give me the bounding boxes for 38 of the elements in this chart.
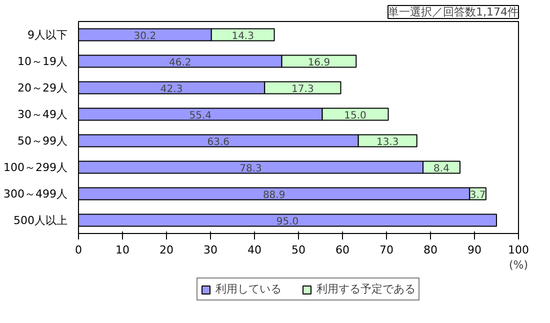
data-label: 55.4 xyxy=(189,110,212,122)
x-tick-label: 50 xyxy=(292,244,306,256)
x-tick-label: 40 xyxy=(248,244,262,256)
bar xyxy=(78,214,497,227)
data-label: 88.9 xyxy=(262,190,286,201)
y-tick-label: 30～49人 xyxy=(18,108,68,121)
y-tick-label: 20～29人 xyxy=(18,81,68,94)
x-axis-title: (%) xyxy=(508,258,528,272)
data-label: 42.3 xyxy=(160,84,183,95)
data-label: 13.3 xyxy=(376,136,399,148)
x-tick-label: 100 xyxy=(508,244,529,256)
x-tick-label: 30 xyxy=(204,244,218,256)
y-tick-label: 9人以下 xyxy=(28,28,68,42)
data-label: 78.3 xyxy=(240,163,262,174)
y-tick-label: 500人以上 xyxy=(14,214,68,227)
y-tick-label: 100～299人 xyxy=(4,160,68,174)
data-label: 3.7 xyxy=(470,190,486,201)
data-label: 95.0 xyxy=(276,216,299,228)
data-label: 30.2 xyxy=(134,30,156,42)
x-tick-label: 60 xyxy=(336,244,350,256)
x-tick-label: 20 xyxy=(160,244,174,256)
y-tick-label: 50～99人 xyxy=(18,134,68,148)
data-label: 15.0 xyxy=(344,110,366,122)
data-label: 14.3 xyxy=(232,30,254,42)
y-tick-label: 300～499人 xyxy=(4,187,68,200)
x-tick-label: 80 xyxy=(424,244,438,256)
y-tick-label: 10～19人 xyxy=(18,54,68,68)
data-label: 17.3 xyxy=(292,84,314,95)
x-tick-label: 0 xyxy=(75,244,82,256)
data-label: 46.2 xyxy=(169,57,192,68)
data-label: 16.9 xyxy=(308,57,330,68)
data-label: 8.4 xyxy=(434,163,450,174)
x-tick-label: 90 xyxy=(468,244,482,256)
legend-label: 利用している xyxy=(216,282,282,296)
x-tick-label: 70 xyxy=(380,244,394,256)
legend-label: 利用する予定である xyxy=(316,282,416,296)
data-label: 63.6 xyxy=(207,136,230,148)
x-tick-label: 10 xyxy=(116,244,130,256)
